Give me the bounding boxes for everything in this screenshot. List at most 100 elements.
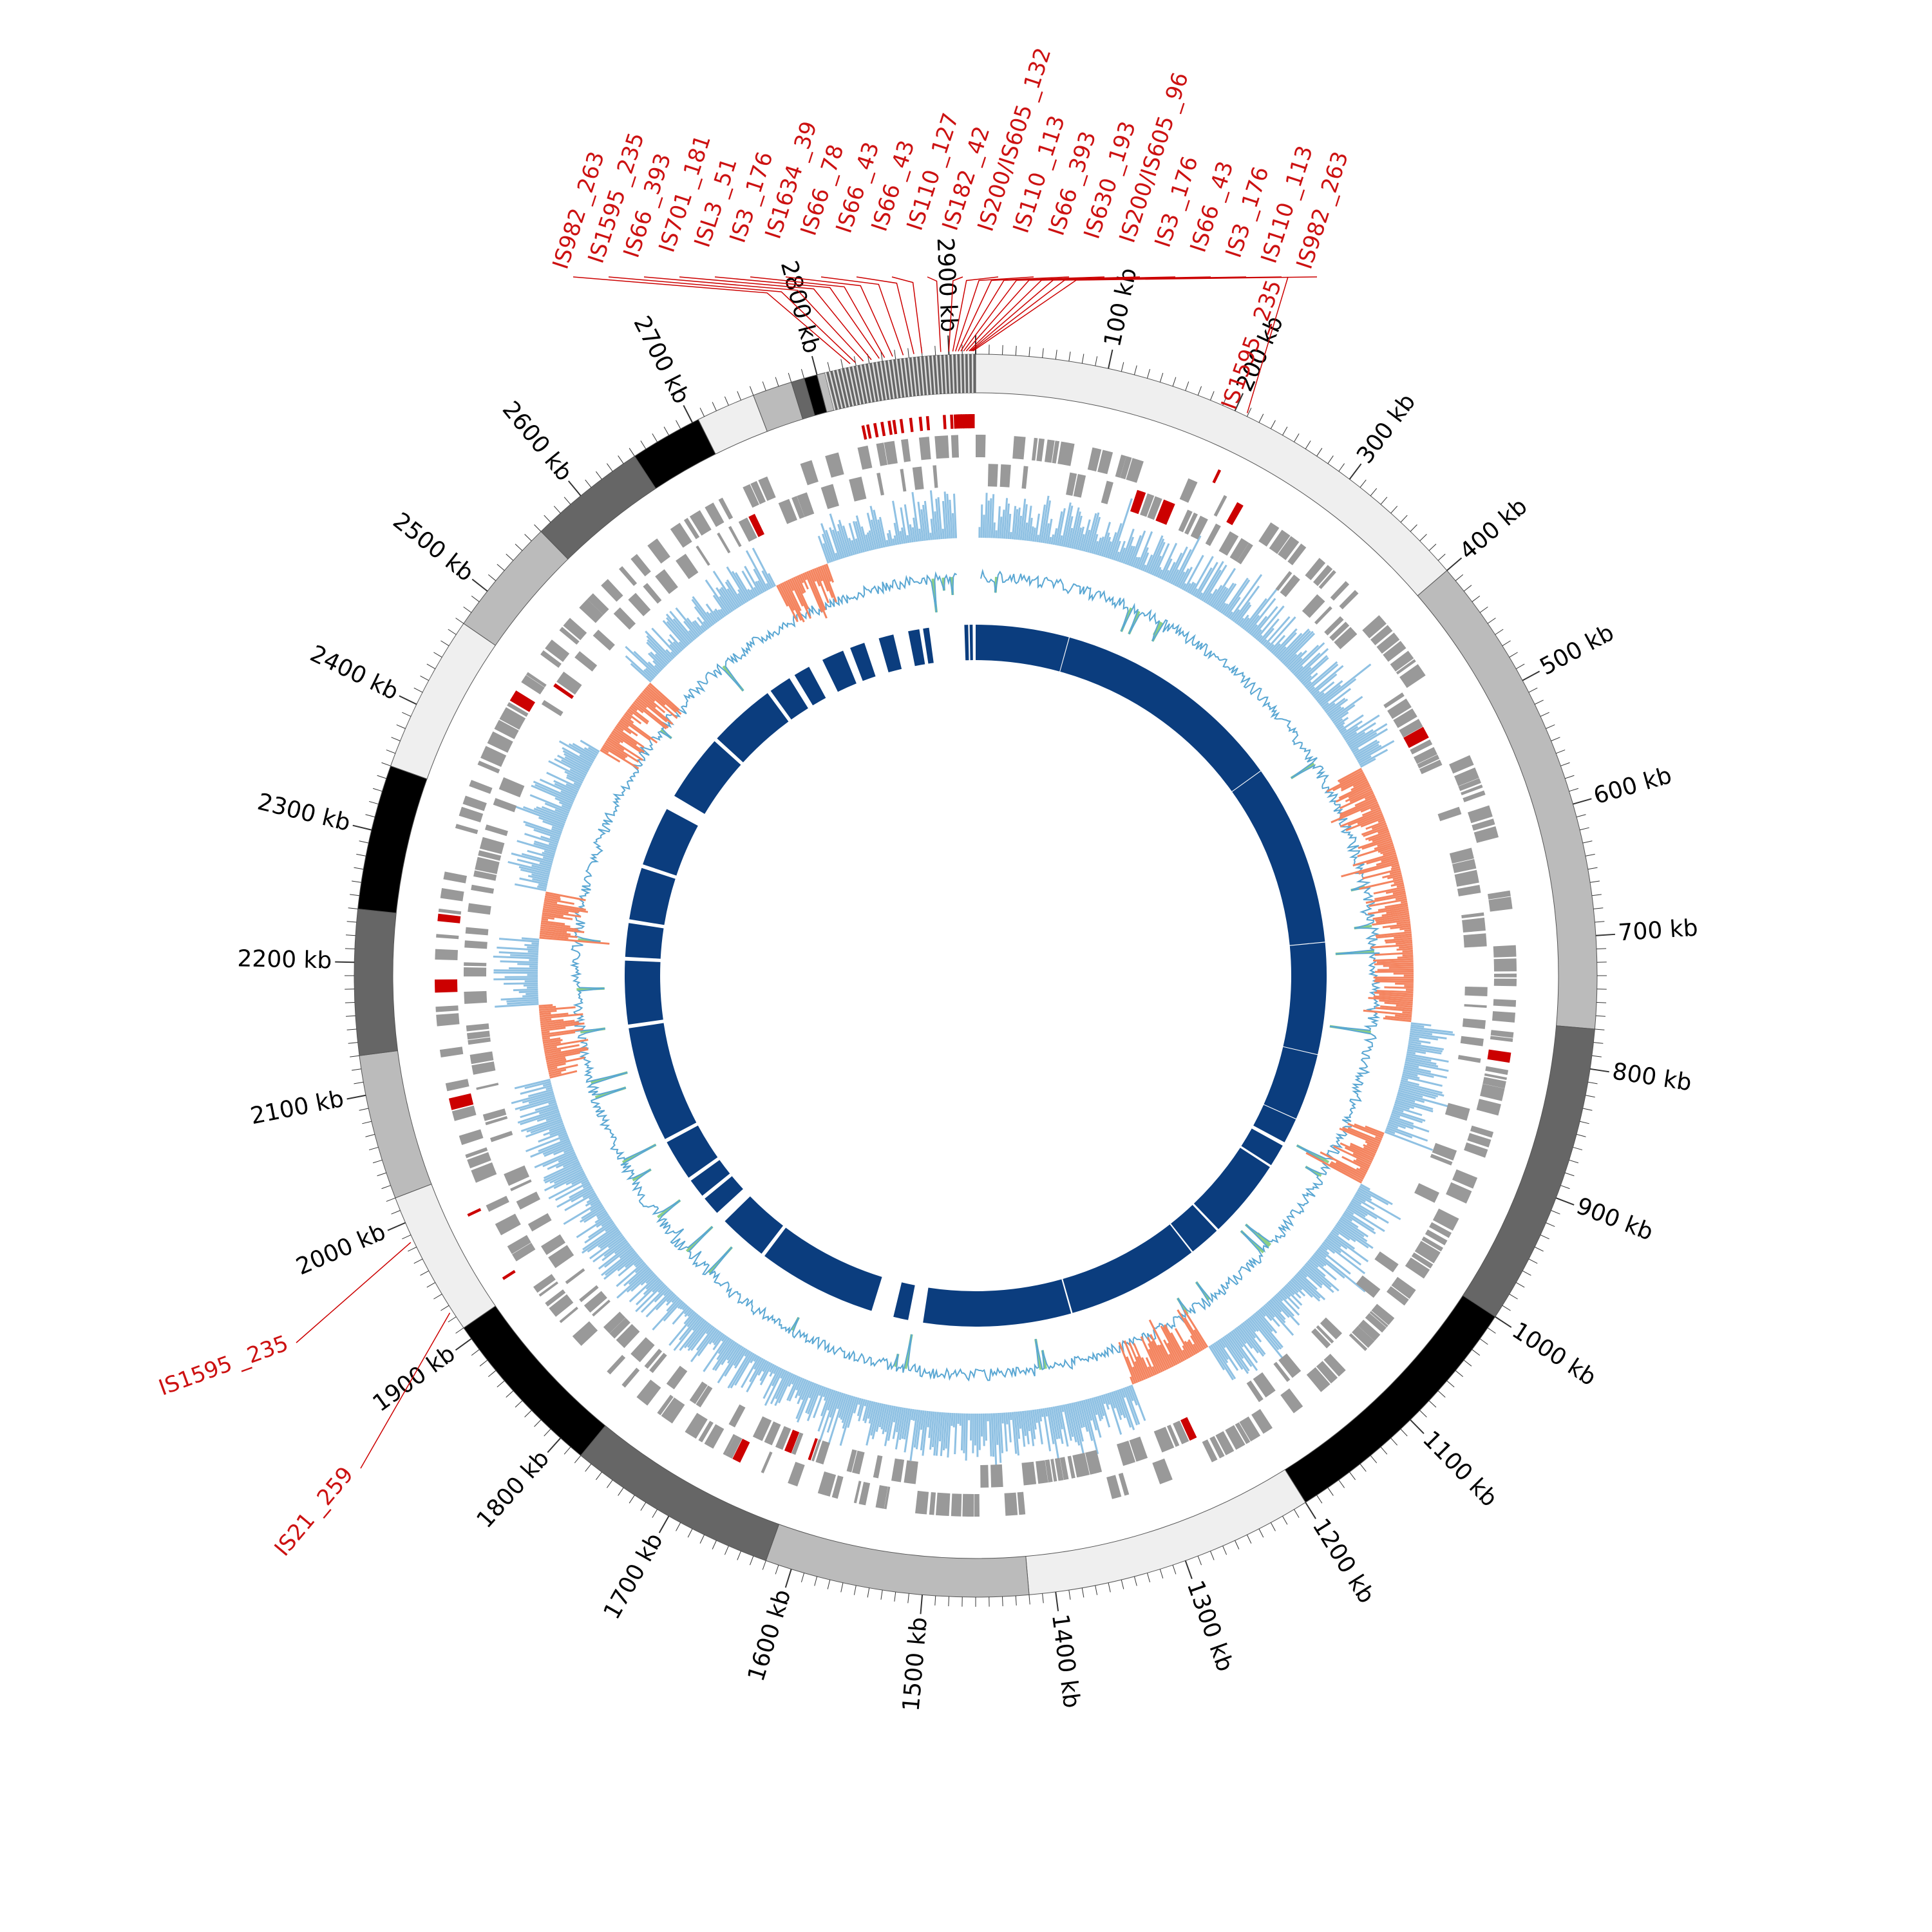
cds-feature (1457, 885, 1481, 896)
cds-feature (559, 1307, 578, 1323)
gc-skew-bar (935, 1412, 942, 1456)
gc-skew-bar (1409, 1034, 1439, 1041)
cds-feature (1273, 1361, 1291, 1382)
gc-skew-bar (1408, 1038, 1431, 1044)
gc-skew-bar (692, 1317, 704, 1331)
cds-feature (1032, 437, 1038, 461)
gc-skew-bar (1245, 1319, 1256, 1332)
gc-skew-bar (954, 1413, 958, 1455)
contig-stripe (899, 358, 906, 397)
gc-skew-bar (783, 581, 805, 623)
cds-feature (1352, 1325, 1375, 1348)
gc-skew-bar (688, 630, 697, 639)
contig-stripe (971, 354, 974, 393)
scale-tick (1197, 386, 1202, 396)
scale-tick (391, 1210, 401, 1215)
gc-skew-bar (666, 1297, 680, 1312)
gc-skew-bar (542, 1151, 576, 1168)
gc-skew-bar (648, 652, 665, 669)
cds-feature (607, 1354, 626, 1375)
gc-skew-bar (855, 521, 866, 553)
gc-skew-bar (807, 1384, 820, 1415)
gc-skew-bar (527, 946, 539, 949)
cds-feature (725, 1435, 743, 1459)
gc-skew-bar (1324, 703, 1336, 712)
scale-tick (544, 515, 551, 523)
is-leader-line (573, 276, 851, 365)
contig-stripe (844, 368, 854, 406)
gc-skew-bar (1018, 1411, 1022, 1429)
scale-tick (1593, 907, 1604, 909)
gc-skew-bar (989, 1413, 992, 1457)
gc-skew-bar (1159, 542, 1178, 579)
cds-feature (1117, 1441, 1136, 1466)
cds-feature (559, 627, 580, 645)
gc-skew-bar (1038, 504, 1046, 543)
gc-skew-bar (672, 1305, 689, 1325)
cds-feature (717, 532, 731, 554)
gc-skew-bar (920, 1410, 927, 1451)
scale-tick (479, 1359, 488, 1367)
gc-skew-bar (533, 781, 575, 801)
cds-feature (480, 746, 507, 767)
gc-skew-bar (1095, 1396, 1104, 1420)
gc-skew-bar (922, 504, 929, 541)
cds-feature (1494, 973, 1517, 978)
gc-skew-bar (1260, 627, 1274, 644)
gc-skew-bar (960, 1413, 964, 1451)
gc-skew-bar (1040, 1408, 1044, 1417)
cds-feature (1202, 1439, 1218, 1463)
scale-tick (1560, 1185, 1570, 1189)
scale-tick (359, 1108, 369, 1111)
is-mark (866, 424, 872, 439)
gc-skew-bar (1269, 1299, 1282, 1313)
cds-feature (1365, 1312, 1387, 1333)
scale-tick (471, 578, 488, 592)
gc-skew-bar (687, 1309, 694, 1317)
gc-skew-bar (1325, 697, 1346, 714)
scale-tick (1472, 596, 1481, 602)
gc-skew-bar (917, 502, 924, 542)
gc-skew-bar (582, 1182, 591, 1189)
gc-skew-bar (520, 1116, 562, 1132)
cds-feature (912, 466, 924, 490)
gc-skew-bar (835, 553, 839, 560)
gc-skew-bar (1126, 1386, 1134, 1401)
scale-tick (1528, 1258, 1538, 1264)
is-mark (502, 1270, 516, 1280)
is-mark (861, 425, 867, 440)
scale-tick (907, 348, 909, 358)
gc-skew-bar (712, 571, 739, 609)
scale-tick (1246, 1534, 1252, 1544)
gc-skew-bar (1368, 898, 1407, 907)
gc-skew-bar (542, 851, 555, 857)
gc-skew-bar (538, 884, 547, 887)
scale-tick (827, 1579, 831, 1589)
cds-feature (494, 719, 519, 739)
scale-tick (1184, 1560, 1193, 1579)
gc-skew-bar (1395, 1014, 1412, 1018)
gc-skew-bar (1332, 1145, 1372, 1166)
cds-feature (876, 473, 884, 496)
gc-skew-bar (892, 538, 896, 546)
gc-skew-bar (1052, 528, 1058, 545)
gc-skew-bar (538, 1004, 553, 1007)
gc-skew-bar (558, 1153, 576, 1163)
gc-skew-bar (1320, 1244, 1328, 1251)
scale-tick (408, 1246, 417, 1252)
cds-feature (670, 522, 692, 548)
gc-skew-bar (542, 820, 564, 829)
gc-skew-bar (542, 907, 569, 914)
scale-tick (1534, 699, 1544, 705)
gc-skew-bar (544, 1046, 557, 1050)
scale-tick (1555, 1197, 1575, 1206)
is-mark (873, 422, 879, 438)
gc-skew-bar (737, 589, 748, 603)
gc-skew-bar (1366, 854, 1397, 865)
gc-skew-bar (721, 1341, 737, 1365)
gc-skew-bar (1327, 1234, 1348, 1250)
cds-feature (723, 1434, 736, 1455)
gc-skew-bar (557, 754, 589, 773)
gc-skew-bar (1352, 1196, 1375, 1211)
gc-skew-bar (1157, 1344, 1171, 1369)
